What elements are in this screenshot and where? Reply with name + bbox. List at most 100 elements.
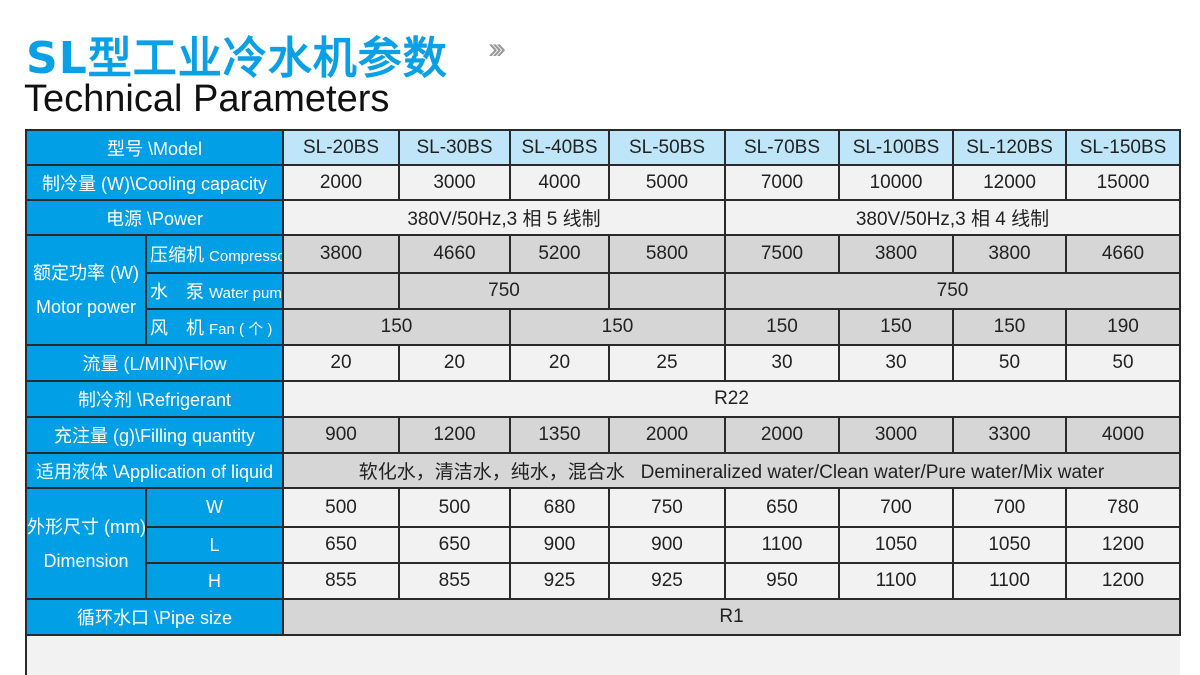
row-label: H bbox=[208, 570, 221, 591]
value-cell: 1100 bbox=[838, 562, 954, 600]
value-cell: SL-120BS bbox=[952, 129, 1067, 166]
value-cell: 1050 bbox=[952, 526, 1067, 564]
value-cell: 700 bbox=[838, 487, 954, 528]
value-cell: 5800 bbox=[608, 234, 726, 274]
pump-row: 水 泵 Water pump 750 750 bbox=[26, 272, 1181, 310]
row-label: 制冷量 (W)\Cooling capacity bbox=[41, 173, 268, 194]
row-label-cell: W bbox=[145, 487, 284, 528]
dimension-label-en: Dimension bbox=[43, 550, 129, 571]
row-label-cell: 制冷量 (W)\Cooling capacity bbox=[25, 164, 284, 201]
pump-label-cn: 水 泵 bbox=[150, 282, 204, 302]
fan-label-cn: 风 机 bbox=[150, 318, 204, 338]
value-cell: 50 bbox=[1065, 344, 1181, 382]
value-cell: 30 bbox=[838, 344, 954, 382]
liquid-en: Demineralized water/Clean water/Pure wat… bbox=[640, 462, 1105, 483]
row-label: 制冷剂 \Refrigerant bbox=[77, 390, 232, 410]
value-cell: 12000 bbox=[952, 164, 1067, 201]
fan-row: 风 机 Fan ( 个 ) 150 150 150 150 150 190 bbox=[26, 308, 1181, 346]
value-cell: 150 bbox=[509, 308, 726, 346]
value-cell: 4660 bbox=[1065, 234, 1181, 274]
value-cell: 1050 bbox=[838, 526, 954, 564]
fan-label-en: Fan ( 个 ) bbox=[209, 321, 273, 338]
value-cell: 855 bbox=[398, 562, 511, 600]
value-cell: R1 bbox=[282, 598, 1181, 636]
row-label: 循环水口 \Pipe size bbox=[76, 608, 233, 628]
value-cell: 50 bbox=[952, 344, 1067, 382]
liquid-cn: 软化水，清洁水，纯水，混合水 bbox=[358, 462, 625, 483]
parameters-table: 型号 \Model SL-20BS SL-30BS SL-40BS SL-50BS SL-… bbox=[25, 129, 1181, 675]
pipe-row: 循环水口 \Pipe size R1 bbox=[25, 598, 1181, 636]
value-cell: 3000 bbox=[838, 416, 954, 454]
value-cell: 1200 bbox=[398, 416, 511, 454]
value-cell: 925 bbox=[509, 562, 610, 600]
motor-label-cn: 额定功率 (W) bbox=[33, 263, 139, 283]
value-cell: 190 bbox=[1065, 308, 1181, 346]
value-cell: 1100 bbox=[952, 562, 1067, 600]
liquid-row: 适用液体 \Application of liquid 软化水，清洁水，纯水，混合… bbox=[25, 452, 1181, 489]
value-cell: 500 bbox=[282, 487, 400, 528]
value-cell: 4000 bbox=[1065, 416, 1181, 454]
value-cell: 650 bbox=[398, 526, 511, 564]
row-label-cell: 适用液体 \Application of liquid bbox=[25, 452, 284, 489]
row-label: 适用液体 \Application of liquid bbox=[35, 461, 274, 482]
dim-h-row: H 855 855 925 925 950 1100 1100 1200 bbox=[26, 562, 1181, 600]
value-cell: 150 bbox=[724, 308, 840, 346]
value-cell: 7000 bbox=[724, 164, 840, 201]
value-cell: 10000 bbox=[838, 164, 954, 201]
dim-l-row: L 650 650 900 900 1100 1050 1050 1200 bbox=[26, 526, 1181, 564]
cooling-row: 制冷量 (W)\Cooling capacity 2000 3000 4000 5000… bbox=[25, 164, 1181, 201]
value-cell: 150 bbox=[838, 308, 954, 346]
model-row: 型号 \Model SL-20BS SL-30BS SL-40BS SL-50BS SL-… bbox=[25, 129, 1181, 166]
value-cell: 680 bbox=[509, 487, 610, 528]
blank-row bbox=[25, 634, 1180, 675]
dim-w-row: 外形尺寸 (mm) Dimension W 500 500 680 750 650 700 700… bbox=[25, 487, 1181, 600]
liquid-value-cell: 软化水，清洁水，纯水，混合水 Demineralized water/Clean… bbox=[282, 452, 1181, 489]
compressor-label-en: Compressor bbox=[209, 248, 283, 265]
value-cell: 925 bbox=[608, 562, 726, 600]
value-cell: SL-20BS bbox=[282, 129, 400, 166]
row-label-cell: 压缩机 Compressor bbox=[145, 234, 284, 274]
value-cell: 20 bbox=[282, 344, 400, 382]
value-cell: 900 bbox=[282, 416, 400, 454]
value-cell: 1350 bbox=[509, 416, 610, 454]
value-cell: SL-50BS bbox=[608, 129, 726, 166]
value-cell: 5200 bbox=[509, 234, 610, 274]
row-label-cell: 流量 (L/MIN)\Flow bbox=[25, 344, 284, 382]
value-cell: 15000 bbox=[1065, 164, 1181, 201]
row-label: W bbox=[206, 497, 223, 517]
row-label: 充注量 (g)\Filling quantity bbox=[53, 426, 256, 446]
value-cell: 1200 bbox=[1065, 526, 1181, 564]
row-label-cell: 型号 \Model bbox=[25, 129, 284, 166]
dimension-label-cn: 外形尺寸 (mm) bbox=[27, 516, 146, 537]
value-cell: SL-150BS bbox=[1065, 129, 1181, 166]
compressor-label-cn: 压缩机 bbox=[150, 245, 204, 265]
value-cell: 4660 bbox=[398, 234, 511, 274]
value-cell: 7500 bbox=[724, 234, 840, 274]
value-cell: 3300 bbox=[952, 416, 1067, 454]
value-cell: 780 bbox=[1065, 487, 1181, 528]
value-cell: 1100 bbox=[724, 526, 840, 564]
motor-label-en: Motor power bbox=[35, 297, 137, 317]
value-cell: 950 bbox=[724, 562, 840, 600]
value-cell: 2000 bbox=[282, 164, 400, 201]
row-label: 型号 \Model bbox=[106, 138, 203, 159]
value-cell: SL-70BS bbox=[724, 129, 840, 166]
value-cell: 900 bbox=[608, 526, 726, 564]
value-cell: 855 bbox=[282, 562, 400, 600]
value-cell: 650 bbox=[282, 526, 400, 564]
value-cell: 3000 bbox=[398, 164, 511, 201]
value-cell: 650 bbox=[724, 487, 840, 528]
value-cell: 3800 bbox=[952, 234, 1067, 274]
row-label-cell: 充注量 (g)\Filling quantity bbox=[25, 416, 284, 454]
value-cell: 1200 bbox=[1065, 562, 1181, 600]
row-label-cell: 额定功率 (W) Motor power bbox=[25, 234, 147, 346]
flow-row: 流量 (L/MIN)\Flow 20 20 20 25 30 30 50 50 bbox=[25, 344, 1181, 382]
value-cell: 700 bbox=[952, 487, 1067, 528]
value-cell: 500 bbox=[398, 487, 511, 528]
value-cell: 150 bbox=[952, 308, 1067, 346]
value-cell bbox=[282, 272, 400, 310]
page-title-chinese: SL型工业冷水机参数 bbox=[26, 33, 448, 84]
value-cell: 30 bbox=[724, 344, 840, 382]
row-label-cell: 电源 \Power bbox=[25, 199, 284, 236]
row-label-cell: H bbox=[145, 562, 284, 600]
